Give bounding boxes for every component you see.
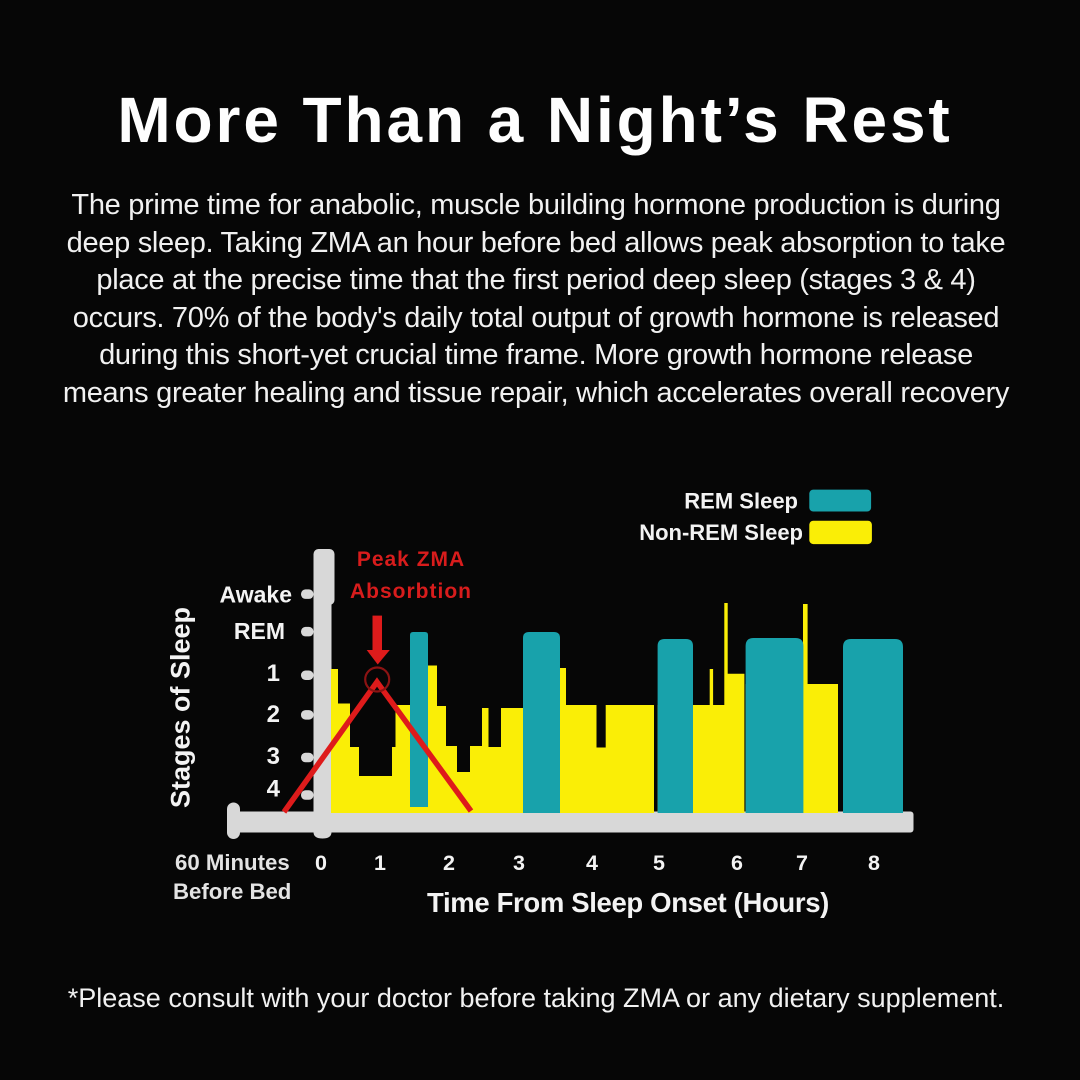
svg-text:4: 4: [267, 776, 281, 803]
svg-text:Awake: Awake: [220, 582, 292, 608]
svg-text:4: 4: [586, 851, 598, 875]
svg-text:Peak ZMA: Peak ZMA: [357, 548, 465, 571]
svg-text:Stages of Sleep: Stages of Sleep: [166, 607, 196, 808]
svg-text:0: 0: [315, 851, 327, 875]
svg-text:REM: REM: [234, 618, 285, 644]
svg-text:Absorbtion: Absorbtion: [350, 580, 472, 603]
svg-text:8: 8: [868, 851, 880, 875]
svg-text:Non-REM Sleep: Non-REM Sleep: [639, 520, 803, 545]
svg-text:1: 1: [374, 851, 386, 875]
svg-text:3: 3: [267, 743, 280, 770]
svg-text:2: 2: [267, 701, 280, 728]
svg-text:3: 3: [513, 851, 525, 875]
svg-text:6: 6: [731, 851, 743, 875]
svg-text:7: 7: [796, 851, 808, 875]
svg-text:Time From Sleep Onset (Hours): Time From Sleep Onset (Hours): [427, 887, 829, 918]
svg-text:60 Minutes: 60 Minutes: [175, 850, 290, 875]
svg-text:5: 5: [653, 851, 665, 875]
svg-text:2: 2: [443, 851, 455, 875]
svg-text:1: 1: [267, 660, 280, 687]
svg-text:REM Sleep: REM Sleep: [684, 488, 798, 513]
svg-text:Before Bed: Before Bed: [173, 879, 291, 904]
